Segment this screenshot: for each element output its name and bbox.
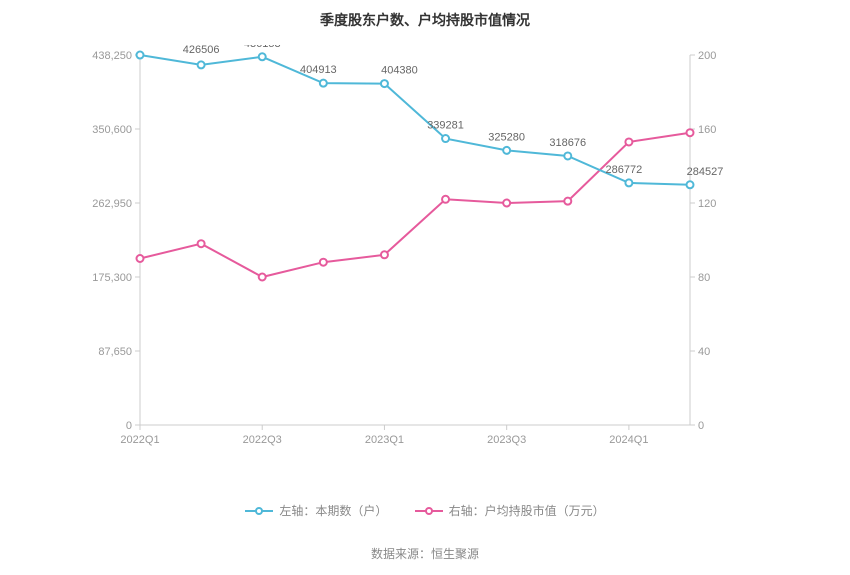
legend-marker-left — [245, 504, 273, 518]
legend-item-left: 左轴：本期数（户） — [245, 502, 387, 519]
legend-item-right: 右轴：户均持股市值（万元） — [415, 502, 605, 519]
chart-plot: 0 87,650 175,300 262,950 350,600 438,250 0 40 80… — [80, 45, 735, 455]
svg-text:160: 160 — [698, 124, 716, 136]
chart-container: 季度股东户数、户均持股市值情况 0 87,650 175,300 262,950 350… — [0, 0, 850, 575]
svg-text:87,650: 87,650 — [98, 346, 132, 358]
svg-text:2023Q3: 2023Q3 — [487, 434, 526, 446]
svg-text:438206: 438206 — [122, 45, 159, 48]
svg-text:262,950: 262,950 — [92, 198, 132, 210]
chart-title: 季度股东户数、户均持股市值情况 — [0, 10, 850, 30]
svg-text:2022Q1: 2022Q1 — [120, 434, 159, 446]
svg-text:200: 200 — [698, 50, 716, 62]
svg-text:80: 80 — [698, 272, 710, 284]
svg-text:404913: 404913 — [300, 64, 337, 76]
chart-source: 数据来源：恒生聚源 — [0, 545, 850, 562]
svg-text:2024Q1: 2024Q1 — [609, 434, 648, 446]
svg-text:40: 40 — [698, 346, 710, 358]
svg-text:436153: 436153 — [244, 45, 281, 50]
svg-text:426506: 426506 — [183, 45, 220, 56]
svg-text:350,600: 350,600 — [92, 124, 132, 136]
svg-text:175,300: 175,300 — [92, 272, 132, 284]
svg-text:325280: 325280 — [488, 131, 525, 143]
svg-text:0: 0 — [126, 420, 132, 432]
svg-text:284527: 284527 — [687, 166, 724, 178]
svg-text:2023Q1: 2023Q1 — [365, 434, 404, 446]
legend-marker-right — [415, 504, 443, 518]
svg-text:2022Q3: 2022Q3 — [243, 434, 282, 446]
svg-text:318676: 318676 — [549, 137, 586, 149]
svg-text:120: 120 — [698, 198, 716, 210]
legend-label-left: 左轴：本期数（户） — [279, 502, 387, 519]
svg-text:286772: 286772 — [606, 164, 643, 176]
svg-text:438,250: 438,250 — [92, 50, 132, 62]
svg-text:339281: 339281 — [427, 120, 464, 132]
svg-text:404380: 404380 — [381, 65, 418, 77]
legend-label-right: 右轴：户均持股市值（万元） — [449, 502, 605, 519]
chart-legend: 左轴：本期数（户） 右轴：户均持股市值（万元） — [0, 502, 850, 521]
svg-text:0: 0 — [698, 420, 704, 432]
